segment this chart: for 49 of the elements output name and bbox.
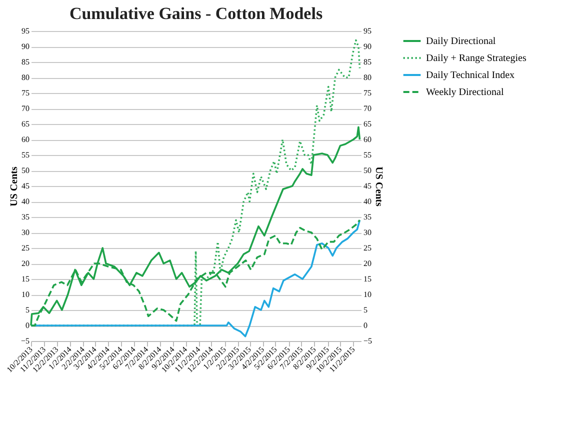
legend-label: Weekly Directional [426, 87, 504, 98]
y2-tick-label: −5 [364, 336, 372, 346]
y2-tick-label: 80 [364, 73, 372, 82]
y-tick-label: −5 [20, 336, 30, 346]
y2-tick-label: 30 [364, 228, 372, 237]
y-tick-label: 65 [22, 120, 30, 128]
legend-label: Daily Directional [426, 36, 496, 47]
y-tick-label: 5 [26, 306, 30, 314]
y-tick-label: 10 [22, 290, 30, 299]
y2-tick-label: 70 [364, 104, 372, 113]
y2-tick-label: 40 [364, 197, 372, 206]
y-tick-label: 20 [22, 259, 30, 268]
y2-tick-label: 20 [364, 259, 372, 268]
y2-tick-label: 95 [364, 26, 372, 36]
y2-tick-label: 75 [364, 88, 372, 98]
y-tick-label: 80 [22, 73, 30, 82]
y2-tick-label: 55 [364, 150, 372, 160]
y2-tick-label: 50 [364, 166, 372, 175]
y-tick-label: 60 [22, 135, 30, 144]
y-tick-label: 75 [22, 88, 30, 98]
y-tick-label: 15 [22, 274, 30, 284]
y-tick-label: 45 [22, 182, 30, 190]
y-tick-label: 50 [22, 166, 30, 175]
legend-label: Daily + Range Strategies [426, 53, 526, 64]
y2-axis-title: US Cents [373, 166, 384, 206]
chart-title: Cumulative Gains - Cotton Models [69, 4, 323, 23]
y-tick-label: 90 [22, 42, 30, 51]
y2-tick-label: 45 [364, 182, 372, 190]
y-tick-label: 40 [22, 197, 30, 206]
y-tick-label: 55 [22, 150, 30, 160]
y-tick-label: 85 [22, 58, 30, 66]
y2-tick-label: 85 [364, 58, 372, 66]
y2-tick-label: 25 [364, 244, 372, 252]
y-tick-label: 70 [22, 104, 30, 113]
y2-tick-label: 35 [364, 212, 372, 222]
y-tick-label: 0 [26, 321, 30, 330]
legend-label: Daily Technical Index [426, 70, 515, 81]
y-tick-label: 25 [22, 244, 30, 252]
y2-tick-label: 15 [364, 274, 372, 284]
y2-tick-label: 60 [364, 135, 372, 144]
y2-tick-label: 65 [364, 120, 372, 128]
y-tick-label: 30 [22, 228, 30, 237]
y-tick-label: 95 [22, 26, 30, 36]
y2-tick-label: 10 [364, 290, 372, 299]
y2-tick-label: 0 [364, 321, 368, 330]
y-axis-title: US Cents [8, 166, 20, 206]
y2-tick-label: 5 [364, 306, 368, 314]
y2-tick-label: 90 [364, 42, 372, 51]
y-tick-label: 35 [22, 212, 30, 222]
